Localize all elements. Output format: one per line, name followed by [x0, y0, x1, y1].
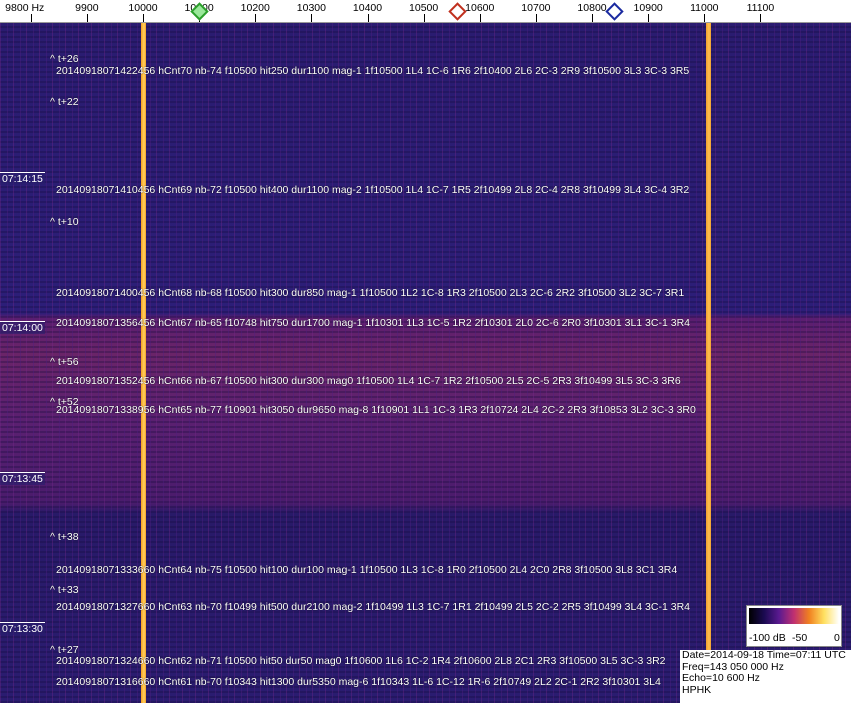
time-label: 07:14:15 [0, 172, 45, 185]
detection-line: 20140918071410456 hCnt69 nb-72 f10500 hi… [56, 184, 690, 196]
detection-line: 20140918071333660 hCnt64 nb-75 f10500 hi… [56, 564, 678, 576]
colorbar-label: 0 [834, 632, 840, 644]
freq-tick-label: 11100 [746, 2, 775, 14]
freq-tick-label: 11000 [690, 2, 719, 14]
detection-line: 20140918071422456 hCnt70 nb-74 f10500 hi… [56, 65, 690, 77]
time-offset: ^ t+52 [50, 396, 79, 408]
frequency-axis: 9800 Hz990010000101001020010300104001050… [0, 0, 851, 23]
freq-tick [367, 14, 369, 22]
time-offset: ^ t+22 [50, 96, 79, 108]
info-line: Echo=10 600 Hz [682, 672, 760, 684]
freq-tick-label: 10300 [296, 2, 326, 14]
detection-line: 20140918071352456 hCnt66 nb-67 f10500 hi… [56, 375, 681, 387]
info-line: HPHK [682, 683, 712, 696]
freq-tick [30, 14, 32, 22]
freq-tick-label: 10800 [577, 2, 607, 14]
detection-line: 20140918071356456 hCnt67 nb-65 f10748 hi… [56, 317, 690, 329]
info-box: Date=2014-09-18 Time=07:11 UTC Freq=143 0… [680, 649, 851, 703]
time-offset: ^ t+56 [50, 356, 79, 368]
detection-line: 20140918071338956 hCnt65 nb-77 f10901 hi… [56, 404, 696, 416]
freq-tick [648, 14, 650, 22]
freq-tick [143, 14, 144, 22]
detection-line: 20140918071400456 hCnt68 nb-68 f10500 hi… [56, 287, 685, 299]
freq-tick [479, 14, 481, 22]
freq-tick [311, 14, 313, 22]
detection-line: 20140918071316660 hCnt61 nb-70 f10343 hi… [56, 676, 661, 688]
time-label: 07:14:00 [0, 321, 45, 334]
time-offset: ^ t+26 [50, 53, 79, 65]
freq-tick-label: 10600 [465, 2, 495, 14]
freq-tick [423, 14, 425, 22]
time-offset: ^ t+27 [50, 644, 79, 656]
colorbar: -100 dB -50 0 [746, 605, 842, 647]
freq-tick-label: 10500 [409, 2, 439, 14]
detection-line: 20140918071324660 hCnt62 nb-71 f10500 hi… [56, 655, 666, 667]
freq-tick-label: 10700 [521, 2, 551, 14]
detection-line: 20140918071327660 hCnt63 nb-70 f10499 hi… [56, 601, 690, 613]
freq-tick-label: 10900 [633, 2, 663, 14]
freq-tick [86, 14, 88, 22]
time-offset: ^ t+33 [50, 584, 79, 596]
freq-tick-label: 10200 [240, 2, 270, 14]
spectrogram [0, 23, 851, 703]
freq-tick [760, 14, 762, 22]
info-line: Freq=143 050 000 Hz [682, 660, 784, 673]
freq-tick [255, 14, 257, 22]
freq-tick-label: 9900 [75, 2, 99, 14]
info-line: Date=2014-09-18 Time=07:11 UTC [682, 649, 846, 661]
freq-tick [592, 14, 594, 22]
time-offset: ^ t+10 [50, 216, 79, 228]
freq-tick-label: 10000 [128, 2, 158, 14]
colorbar-label: -50 [792, 632, 808, 644]
time-label: 07:13:30 [0, 622, 45, 635]
colorbar-label: -100 dB [749, 632, 786, 644]
freq-tick [704, 14, 706, 22]
freq-tick [535, 14, 537, 22]
frequency-marker [605, 2, 625, 21]
time-label: 07:13:45 [0, 472, 45, 485]
freq-tick-label: 9800 Hz [5, 2, 45, 14]
freq-tick-label: 10400 [352, 2, 383, 14]
colorbar-gradient [749, 608, 839, 624]
time-offset: ^ t+38 [50, 531, 79, 543]
